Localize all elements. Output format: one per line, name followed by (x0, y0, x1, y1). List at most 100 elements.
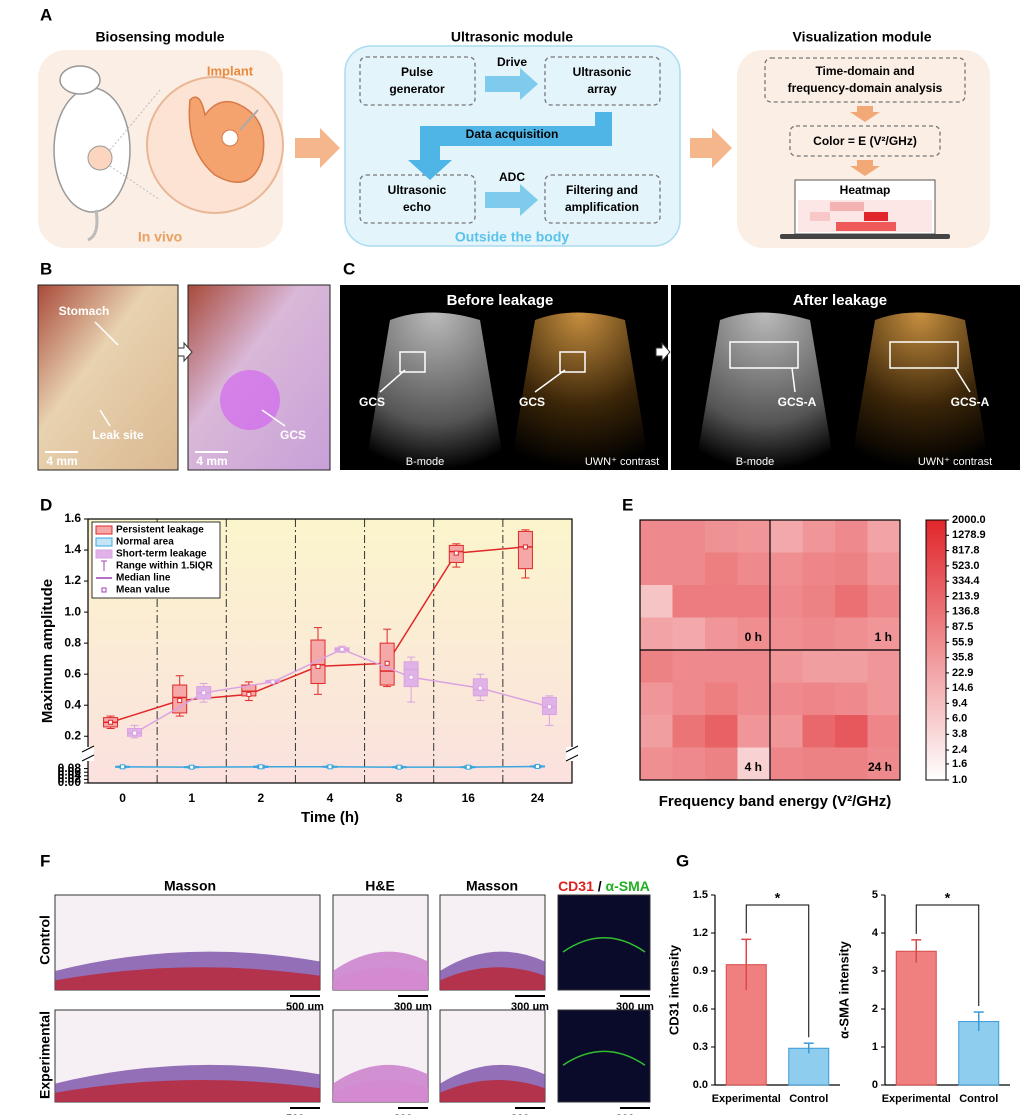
pointer (261, 409, 286, 427)
heatmap-cell (835, 617, 868, 650)
y-tick-label: 0.0 (693, 1079, 708, 1091)
heatmap-cell (737, 650, 770, 683)
y-tick-label: 3 (872, 965, 878, 977)
image-mode: B-mode (736, 456, 775, 468)
x-tick-label: Experimental (882, 1093, 951, 1105)
image-label: GCS (519, 395, 545, 409)
mean-marker (315, 663, 321, 669)
heatmap-cell (802, 585, 835, 618)
flow-arrow (655, 341, 671, 363)
heatmap-cell (672, 617, 705, 650)
heatmap-cell (672, 682, 705, 715)
fluorescence-layer (562, 1050, 646, 1066)
significance-bracket (745, 904, 810, 1038)
photo-label: GCS (280, 428, 306, 442)
step-label: generator (389, 82, 445, 96)
photo-label: Stomach (59, 304, 110, 318)
heatmap-cell (835, 650, 868, 683)
heatmap-cell (737, 585, 770, 618)
scale-label: 300 μm (394, 1113, 432, 1115)
y-tick-label: 0.08 (58, 761, 82, 775)
legend-label: Median line (116, 573, 171, 584)
heatmap-cell (802, 747, 835, 780)
arrow-label: Data acquisition (466, 127, 559, 141)
image-mode: B-mode (406, 456, 445, 468)
x-tick-label: Control (789, 1093, 828, 1105)
heatmap-cell (640, 715, 673, 748)
y-tick-label: 0.6 (64, 666, 81, 680)
panel-letter: C (343, 259, 355, 278)
heatmap-cell (770, 682, 803, 715)
step-label: echo (403, 200, 431, 214)
legend-swatch (95, 537, 113, 547)
image-label: GCS-A (951, 395, 990, 409)
flow-arrow (850, 106, 880, 122)
mean-marker (108, 719, 114, 725)
heatmap-cell (835, 520, 868, 553)
heatmap-cell (672, 715, 705, 748)
colorbar-label: 3.8 (952, 728, 967, 740)
divider (668, 285, 671, 470)
heatmap-cell (705, 520, 738, 553)
module-footer: Outside the body (455, 229, 570, 245)
heatmap-cell (705, 682, 738, 715)
heatmap-cell (737, 747, 770, 780)
mean-marker (408, 674, 414, 680)
y-axis-label: α-SMA intensity (836, 940, 851, 1039)
panel-letter: G (676, 851, 689, 870)
y-tick-label: 0.06 (58, 764, 82, 778)
heatmap-cell (802, 552, 835, 585)
stain-header: Masson (466, 878, 518, 894)
histology-image (557, 1009, 651, 1103)
y-tick-label: 4 (872, 927, 879, 939)
mean-marker (465, 764, 471, 770)
colorbar-label: 334.4 (952, 575, 980, 587)
heatmap-cell (705, 650, 738, 683)
flow-arrow (850, 160, 880, 176)
step-label: Color = E (V²/GHz) (813, 134, 917, 148)
break-mark (565, 754, 579, 762)
colorbar (925, 519, 947, 781)
heatmap-cell (705, 617, 738, 650)
legend-label: Mean value (116, 585, 170, 596)
fluorescence (220, 370, 280, 430)
heatmap-cell (640, 617, 673, 650)
bar (958, 1021, 1000, 1086)
heatmap-cell (802, 650, 835, 683)
heatmap-cell (770, 617, 803, 650)
quadrant-label: 24 h (868, 760, 892, 774)
heatmap-cell (770, 650, 803, 683)
tissue-layer (55, 1080, 320, 1102)
heatmap-cell (867, 650, 900, 683)
scale-label: 4 mm (196, 454, 227, 468)
photo-label: Leak site (92, 428, 144, 442)
legend-label: Persistent leakage (116, 525, 204, 536)
legend-symbol (101, 587, 107, 593)
heatmap-cell (835, 747, 868, 780)
step-label: Ultrasonic (388, 183, 447, 197)
image-title: After leakage (793, 292, 887, 309)
step-label: array (587, 82, 617, 96)
implant-label: Implant (207, 63, 254, 78)
bar (895, 950, 937, 1086)
flow-arrow (690, 128, 732, 168)
step-label: frequency-domain analysis (788, 81, 943, 95)
panel-letter: E (622, 495, 633, 514)
heatmap-cell (737, 617, 770, 650)
step-label: amplification (565, 200, 639, 214)
step-label: Filtering and (566, 183, 638, 197)
image-title: Before leakage (447, 292, 554, 309)
heatmap-cell (802, 682, 835, 715)
y-tick-label: 0 (872, 1079, 878, 1091)
y-tick-label: 0.04 (58, 768, 82, 782)
colorbar-label: 2.4 (952, 744, 968, 756)
heatmap-cell (835, 682, 868, 715)
legend-swatch (95, 549, 113, 559)
box (403, 661, 419, 688)
heatmap-cell (835, 585, 868, 618)
heatmap-cell (867, 747, 900, 780)
stain-header: CD31 / α-SMA (558, 878, 650, 894)
y-axis-label: CD31 intensity (666, 944, 681, 1035)
heatmap-cell (802, 520, 835, 553)
